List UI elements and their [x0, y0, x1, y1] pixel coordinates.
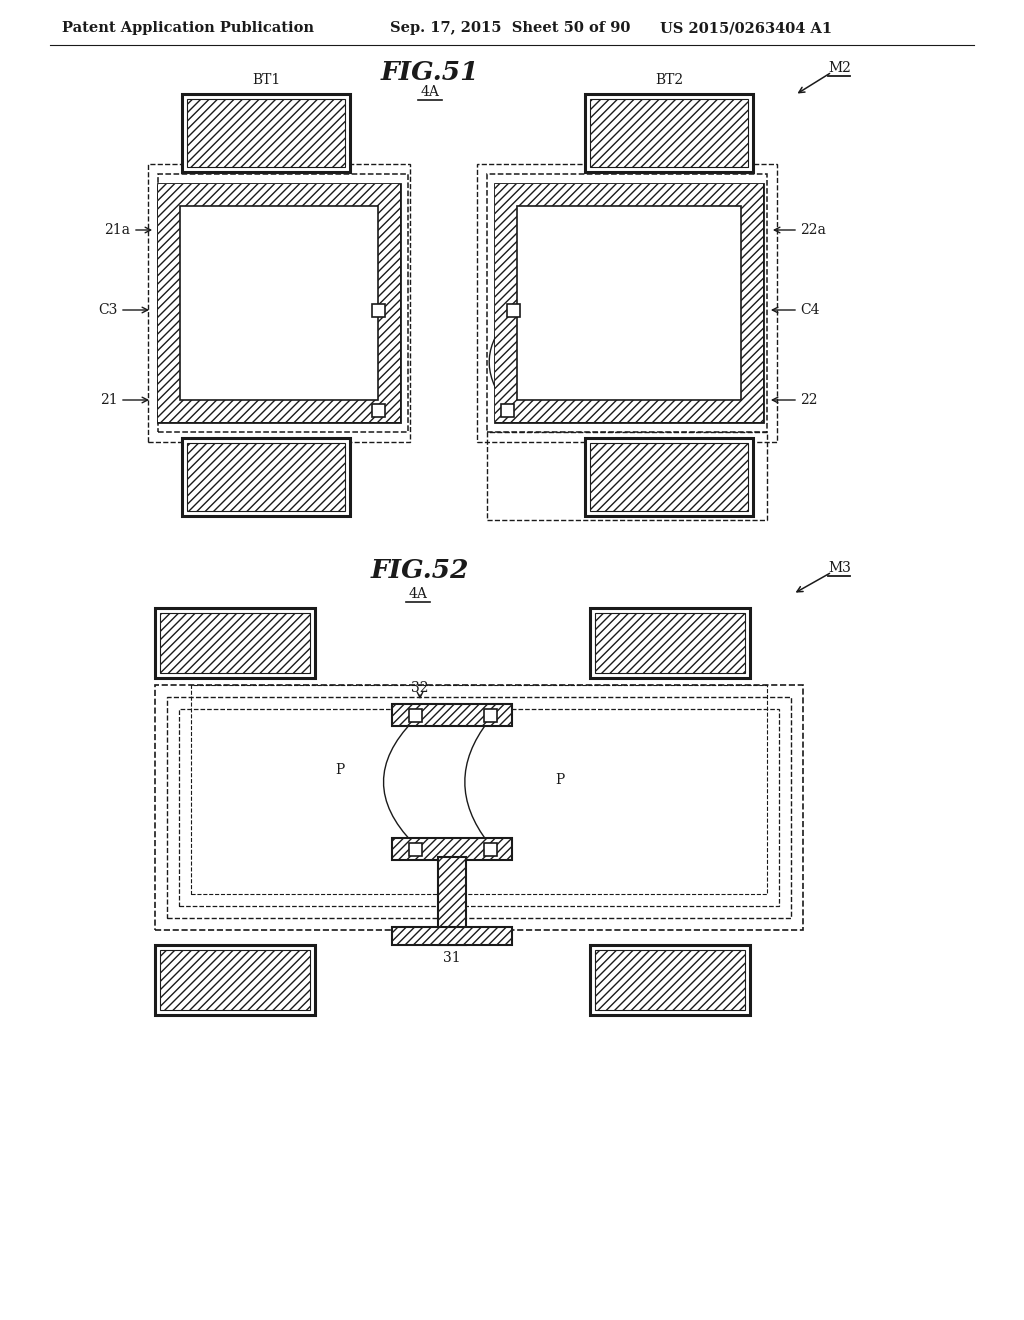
Text: M2: M2 [828, 61, 851, 75]
Text: C4: C4 [800, 304, 819, 317]
Bar [392, 838, 512, 861]
Bar [585, 438, 753, 516]
Bar [495, 183, 763, 422]
Text: 21: 21 [100, 393, 118, 407]
Text: 21b: 21b [228, 401, 252, 414]
Bar [372, 404, 384, 417]
Bar [741, 183, 763, 422]
Bar [182, 438, 350, 516]
Text: Sep. 17, 2015  Sheet 50 of 90: Sep. 17, 2015 Sheet 50 of 90 [390, 21, 631, 36]
Bar [392, 704, 512, 726]
Bar [495, 183, 517, 422]
Text: 31: 31 [443, 950, 461, 965]
Bar [590, 945, 750, 1015]
Text: 21a: 21a [104, 223, 130, 238]
Bar [392, 927, 512, 945]
Text: 32: 32 [412, 681, 429, 696]
Text: Patent Application Publication: Patent Application Publication [62, 21, 314, 36]
Bar [187, 99, 345, 168]
Bar [148, 164, 410, 442]
Text: P: P [336, 763, 345, 777]
Text: C3: C3 [98, 304, 118, 317]
Bar [595, 612, 745, 673]
Bar [590, 444, 748, 511]
Bar [501, 404, 513, 417]
Bar [187, 444, 345, 511]
Bar [507, 304, 519, 317]
Bar [155, 685, 803, 931]
Bar [590, 99, 748, 168]
Text: 4A: 4A [421, 84, 439, 99]
Bar [182, 94, 350, 172]
Bar [158, 183, 180, 422]
Text: 22b: 22b [553, 359, 577, 371]
Text: P: P [340, 348, 349, 362]
Bar [409, 842, 422, 855]
Bar [495, 400, 763, 422]
Bar [517, 206, 741, 400]
Bar [372, 304, 384, 317]
Bar [158, 174, 408, 432]
Bar [155, 609, 315, 678]
Text: BT2: BT2 [655, 73, 683, 87]
Text: 22: 22 [800, 393, 817, 407]
Bar [438, 857, 466, 945]
Text: P: P [536, 348, 545, 362]
Bar [595, 950, 745, 1010]
Text: 22a: 22a [800, 223, 826, 238]
Bar [487, 432, 767, 520]
Bar [167, 697, 791, 917]
Bar [477, 164, 777, 442]
Bar [158, 183, 400, 206]
Bar [409, 709, 422, 722]
Bar [483, 842, 497, 855]
Bar [487, 174, 767, 432]
Text: P: P [555, 774, 564, 787]
Text: BT1: BT1 [252, 73, 281, 87]
Bar [378, 183, 400, 422]
Bar [495, 183, 763, 206]
Bar [160, 950, 310, 1010]
Bar [590, 609, 750, 678]
Text: 4A: 4A [409, 587, 427, 601]
Bar [158, 183, 400, 422]
Bar [158, 400, 400, 422]
Bar [180, 206, 378, 400]
Bar [483, 709, 497, 722]
Bar [180, 206, 378, 400]
Bar [517, 206, 741, 400]
Bar [155, 945, 315, 1015]
Bar [585, 94, 753, 172]
Bar [179, 709, 779, 906]
Bar [191, 685, 767, 894]
Text: US 2015/0263404 A1: US 2015/0263404 A1 [660, 21, 833, 36]
Text: FIG.52: FIG.52 [371, 557, 469, 582]
Bar [160, 612, 310, 673]
Text: FIG.51: FIG.51 [381, 59, 479, 84]
Text: M3: M3 [828, 561, 851, 576]
Text: G: G [725, 1003, 736, 1016]
